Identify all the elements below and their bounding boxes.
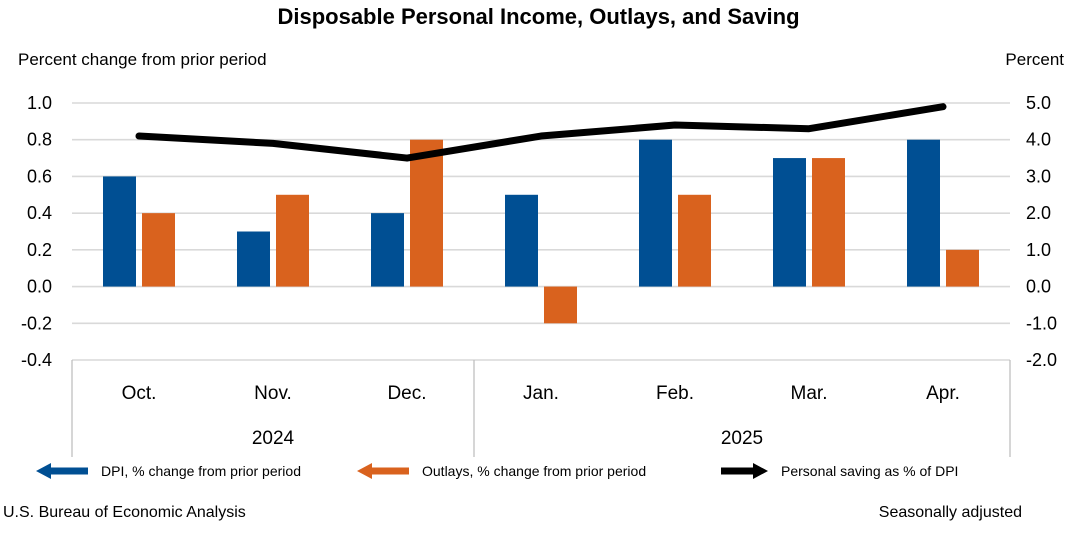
outlays-bar xyxy=(410,139,443,287)
outlays-bar xyxy=(142,213,175,287)
dpi-bar xyxy=(773,158,806,287)
right-axis-tick-label: 1.0 xyxy=(1026,240,1051,260)
month-label: Jan. xyxy=(523,383,559,404)
right-axis-tick-label: 4.0 xyxy=(1026,130,1051,150)
left-axis-tick-label: 0.4 xyxy=(27,203,52,223)
dpi-bar xyxy=(237,231,270,287)
left-axis-tick-label: -0.4 xyxy=(21,350,52,370)
left-axis-tick-label: 1.0 xyxy=(27,93,52,113)
chart-title: Disposable Personal Income, Outlays, and… xyxy=(277,4,800,29)
adjustment-note: Seasonally adjusted xyxy=(878,504,1022,521)
dpi-bar xyxy=(505,194,538,287)
month-label: Apr. xyxy=(926,383,960,404)
legend-item-outlays: Outlays, % change from prior period xyxy=(357,458,646,484)
outlays-bar xyxy=(544,286,577,324)
left-axis-tick-label: 0.8 xyxy=(27,130,52,150)
saving-right-arrow-icon xyxy=(721,463,768,479)
dpi-left-arrow-icon xyxy=(36,463,88,479)
left-axis-tick-label: -0.2 xyxy=(21,313,52,333)
legend-label-saving: Personal saving as % of DPI xyxy=(781,463,959,479)
outlays-bar xyxy=(276,194,309,287)
dpi-bar xyxy=(907,139,940,287)
month-label: Feb. xyxy=(656,383,694,404)
right-axis-tick-label: -1.0 xyxy=(1026,313,1057,333)
dpi-bar xyxy=(639,139,672,287)
legend-label-outlays: Outlays, % change from prior period xyxy=(422,463,647,479)
left-axis-title: Percent change from prior period xyxy=(18,50,267,69)
saving-rate-line xyxy=(135,103,947,162)
month-label: Oct. xyxy=(122,383,157,404)
dpi-bar xyxy=(103,176,136,287)
right-axis-tick-label: 2.0 xyxy=(1026,203,1051,223)
legend-item-saving: Personal saving as % of DPI xyxy=(721,458,958,484)
left-axis-tick-label: 0.2 xyxy=(27,240,52,260)
right-axis-tick-label: 0.0 xyxy=(1026,277,1051,297)
year-label: 2024 xyxy=(252,428,295,449)
legend-item-dpi: DPI, % change from prior period xyxy=(36,458,301,484)
outlays-bar xyxy=(812,158,845,287)
source-note: U.S. Bureau of Economic Analysis xyxy=(3,504,246,521)
left-axis-tick-label: 0.6 xyxy=(27,166,52,186)
right-axis-tick-label: 3.0 xyxy=(1026,166,1051,186)
right-axis-tick-label: -2.0 xyxy=(1026,350,1057,370)
month-label: Nov. xyxy=(254,383,292,404)
legend-label-dpi: DPI, % change from prior period xyxy=(101,463,301,479)
outlays-bar xyxy=(946,249,979,287)
dpi-bar xyxy=(371,213,404,287)
month-label: Dec. xyxy=(387,383,426,404)
right-axis-title: Percent xyxy=(1005,50,1064,69)
month-label: Mar. xyxy=(791,383,828,404)
year-label: 2025 xyxy=(721,428,763,449)
outlays-bar xyxy=(678,194,711,287)
outlays-left-arrow-icon xyxy=(357,463,409,479)
right-axis-tick-label: 5.0 xyxy=(1026,93,1051,113)
left-axis-tick-label: 0.0 xyxy=(27,277,52,297)
